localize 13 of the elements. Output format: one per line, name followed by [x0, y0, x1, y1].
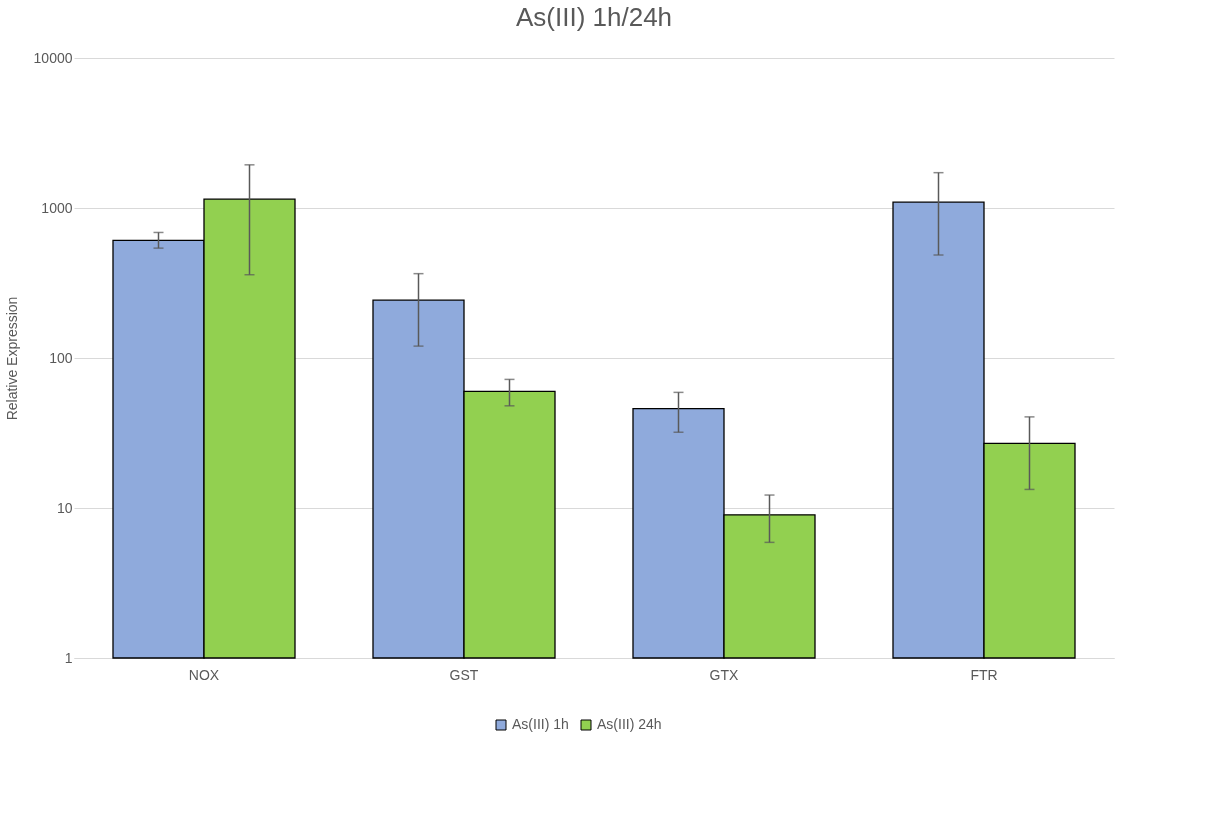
- legend-label: As(III) 1h: [512, 716, 569, 732]
- y-tick-label: 10000: [33, 49, 73, 66]
- y-tick-label: 1: [64, 649, 73, 666]
- chart-title: As(III) 1h/24h: [515, 2, 673, 32]
- y-tick-label: 100: [49, 349, 73, 366]
- x-tick-label: NOX: [188, 666, 220, 683]
- x-tick-label: GST: [449, 666, 479, 683]
- x-tick-label: GTX: [709, 666, 740, 683]
- y-axis-title: Relative Expression: [3, 296, 20, 421]
- x-tick-label: FTR: [970, 666, 998, 683]
- y-tick-label: 10: [56, 499, 73, 516]
- legend-label: As(III) 24h: [597, 716, 662, 732]
- y-tick-label: 1000: [41, 199, 73, 216]
